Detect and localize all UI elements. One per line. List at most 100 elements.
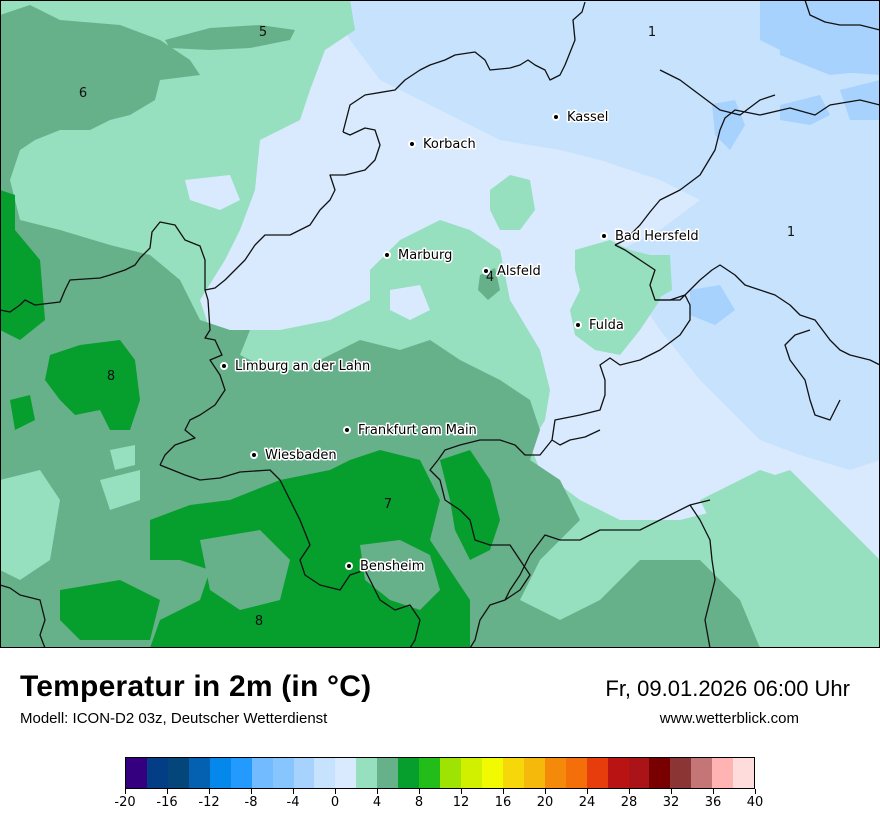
city-dot-icon <box>383 251 391 259</box>
zone-minus2-0 <box>330 0 880 470</box>
contour-label: 8 <box>255 614 263 629</box>
colorbar-segment <box>377 758 399 788</box>
contour-labels: 5 6 1 1 4 8 7 8 <box>79 25 795 629</box>
city-label: Kassel <box>567 110 608 125</box>
colorbar-segment <box>502 758 524 788</box>
map-canvas: 5 6 1 1 4 8 7 8 Kassel Korbach Bad Hersfeld Marbur… <box>0 0 880 648</box>
colorbar-segment <box>314 758 336 788</box>
city-dot-icon <box>574 321 582 329</box>
colorbar-tick <box>376 789 378 794</box>
city-markers: Kassel Korbach Bad Hersfeld Marburg Alsfeld F… <box>220 109 700 576</box>
city-marker: Korbach <box>408 136 477 154</box>
state-border <box>804 0 880 31</box>
colorbar-tick <box>292 789 294 794</box>
colorbar-segment <box>544 758 566 788</box>
colorbar-tick-label: 40 <box>746 795 764 810</box>
zone-4-6 <box>0 5 760 648</box>
city-marker: Wiesbaden <box>250 447 338 465</box>
zone-2-4 <box>650 255 672 300</box>
colorbar-segment <box>398 758 420 788</box>
colorbar-tick <box>334 789 336 794</box>
colorbar-ticks: -20 -16 -12 -8 -4 0 4 8 12 16 20 24 28 32 36 40 <box>114 789 763 819</box>
colorbar-tick <box>208 789 210 794</box>
colorbar-segment <box>146 758 168 788</box>
colorbar-tick-label: 8 <box>414 795 424 810</box>
chart-title: Temperatur in 2m (in °C) <box>20 670 372 703</box>
colorbar-tick <box>628 789 630 794</box>
city-label: Wiesbaden <box>265 448 337 463</box>
state-border <box>551 429 601 446</box>
state-border <box>659 69 776 116</box>
zone-minus2-0 <box>430 0 560 70</box>
colorbar-tick <box>418 789 420 794</box>
colorbar-tick <box>502 789 504 794</box>
state-border <box>342 1 586 133</box>
zone-6-8 <box>440 450 500 560</box>
contour-label: 1 <box>648 25 656 40</box>
colorbar-segment <box>461 758 482 788</box>
zone-2-4 <box>700 470 800 550</box>
colorbar-tick-label: 32 <box>662 795 680 810</box>
state-border <box>784 329 841 421</box>
city-marker: Fulda <box>574 317 625 335</box>
colorbar-segment <box>167 758 189 788</box>
city-dot-icon <box>345 562 353 570</box>
contour-label: 4 <box>486 270 494 285</box>
city-label: Bad Hersfeld <box>615 229 699 244</box>
colorbar-segment <box>649 758 671 788</box>
contour-label: 5 <box>259 25 267 40</box>
city-dot-icon <box>600 232 608 240</box>
colorbar-tick-label: -8 <box>244 795 258 810</box>
city-marker: Kassel <box>552 109 610 127</box>
colorbar-tick-label: 28 <box>620 795 638 810</box>
colorbar-segment <box>126 758 147 788</box>
colorbar-tick-label: -20 <box>114 795 136 810</box>
colorbar-segment <box>586 758 608 788</box>
city-marker: Frankfurt am Main <box>343 422 478 440</box>
zone-0-2 <box>390 285 430 320</box>
colorbar-segment <box>251 758 273 788</box>
city-marker: Bensheim <box>345 558 426 576</box>
colorbar-tick-label: -4 <box>286 795 300 810</box>
website-link[interactable]: www.wetterblick.com <box>659 710 799 727</box>
colorbar-tick <box>250 789 252 794</box>
zone-2-4 <box>490 175 535 230</box>
colorbar-segment <box>628 758 650 788</box>
colorbar-tick <box>544 789 546 794</box>
contour-label: 7 <box>384 497 392 512</box>
zone-4-6 <box>165 25 295 50</box>
zone-4-6 <box>640 560 690 610</box>
city-marker: Marburg <box>383 247 454 265</box>
state-border <box>159 464 421 648</box>
city-label: Korbach <box>423 137 476 152</box>
colorbar-tick <box>166 789 168 794</box>
zone-2-4 <box>570 240 665 355</box>
colorbar-segment <box>670 758 692 788</box>
colorbar-tick-label: 36 <box>704 795 722 810</box>
state-border <box>504 499 711 601</box>
colorbar-tick <box>712 789 714 794</box>
state-border <box>0 221 206 313</box>
colorbar-tick-label: -12 <box>198 795 220 810</box>
zone-0-2 <box>185 175 240 210</box>
temperature-map: 5 6 1 1 4 8 7 8 Kassel Korbach Bad Hersfeld Marbur… <box>0 0 880 648</box>
colorbar-segment <box>440 758 461 788</box>
colorbar-segment <box>356 758 378 788</box>
colorbar-segment <box>712 758 734 788</box>
colorbar-segment <box>607 758 629 788</box>
colorbar-segment <box>419 758 441 788</box>
state-border <box>689 504 716 648</box>
zone-2-4 <box>0 470 60 580</box>
zone-minus4-minus2 <box>780 25 880 75</box>
city-label: Frankfurt am Main <box>358 423 477 438</box>
city-dot-icon <box>343 426 351 434</box>
city-label: Fulda <box>589 318 624 333</box>
zone-2-4 <box>240 330 330 370</box>
zone-minus4-minus2 <box>780 95 830 125</box>
contour-label: 1 <box>787 225 795 240</box>
zone-4-6 <box>478 268 500 300</box>
state-border <box>429 459 531 648</box>
city-dot-icon <box>482 267 490 275</box>
contour-label: 6 <box>79 86 87 101</box>
city-dot-icon <box>250 451 258 459</box>
